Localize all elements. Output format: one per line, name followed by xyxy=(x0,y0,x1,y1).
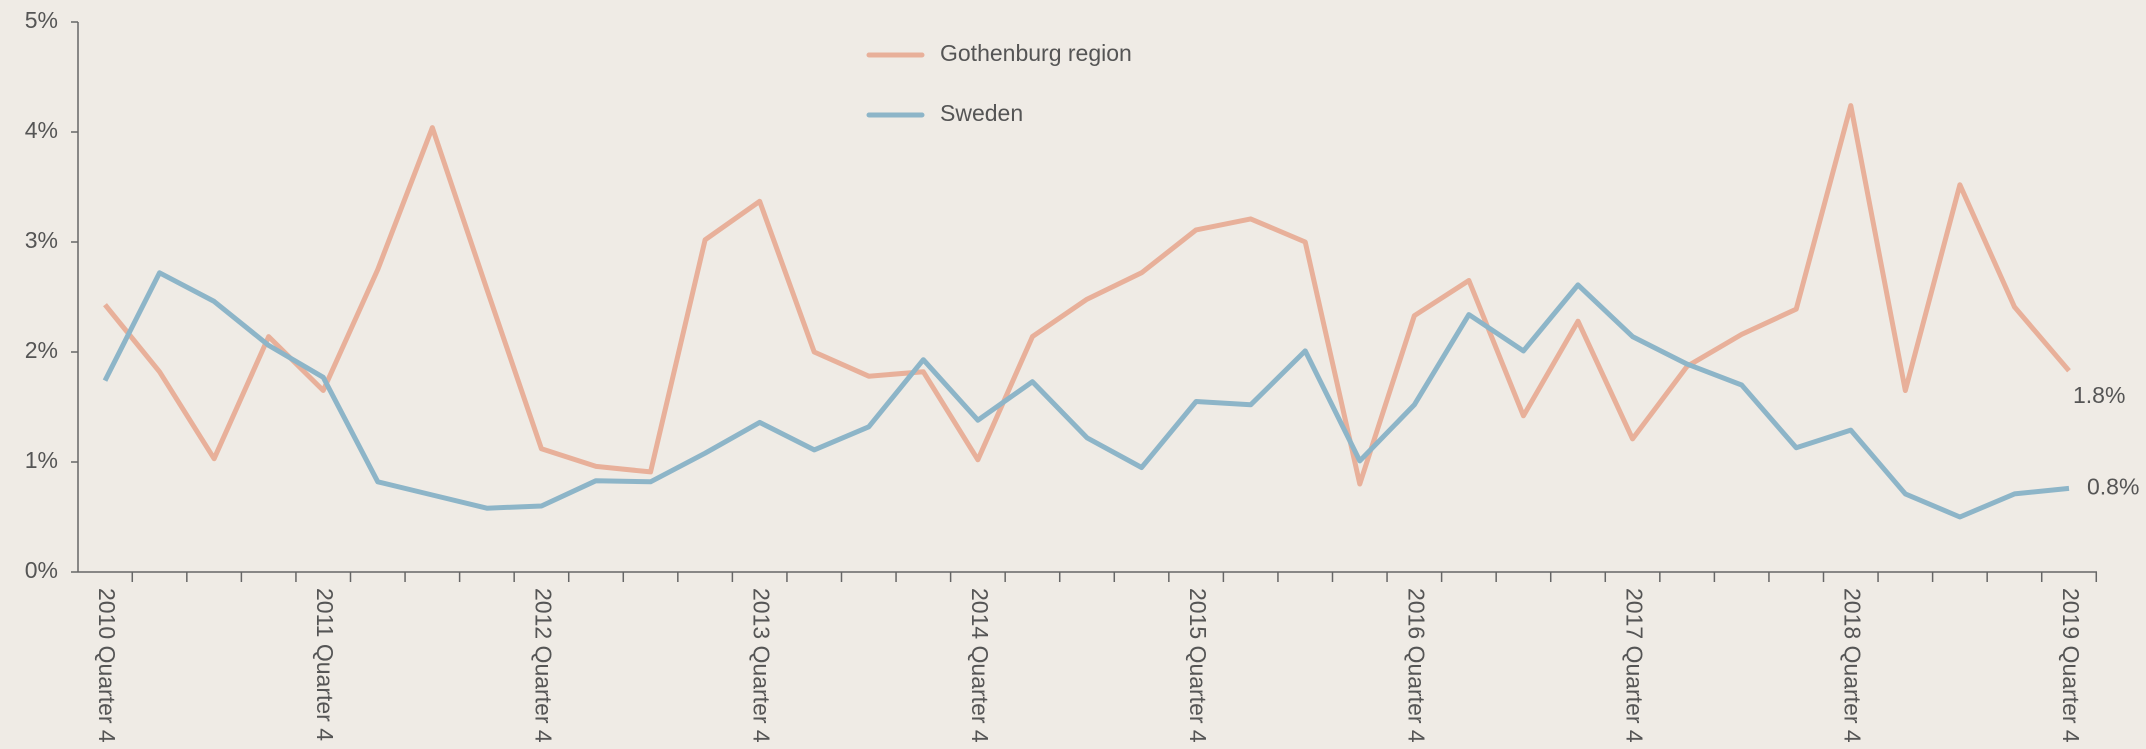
y-tick-label: 2% xyxy=(25,337,58,363)
y-tick-label: 4% xyxy=(25,117,58,143)
legend-label: Sweden xyxy=(940,100,1023,126)
x-tick-label: 2016 Quarter 4 xyxy=(1403,588,1429,743)
y-tick-label: 5% xyxy=(25,7,58,33)
x-tick-label: 2017 Quarter 4 xyxy=(1621,588,1647,743)
y-tick-label: 3% xyxy=(25,227,58,253)
legend-label: Gothenburg region xyxy=(940,40,1132,66)
x-tick-label: 2011 Quarter 4 xyxy=(312,588,338,741)
x-tick-label: 2012 Quarter 4 xyxy=(530,588,556,743)
x-tick-label: 2018 Quarter 4 xyxy=(1840,588,1866,743)
series-line xyxy=(102,270,2070,520)
x-tick-label: 2010 Quarter 4 xyxy=(94,588,120,743)
x-tick-label: 2014 Quarter 4 xyxy=(967,588,993,743)
series-line xyxy=(103,103,2071,487)
y-tick-label: 1% xyxy=(25,447,58,473)
data-label: 1.8% xyxy=(2073,382,2125,408)
data-label: 0.8% xyxy=(2087,473,2139,499)
x-tick-label: 2013 Quarter 4 xyxy=(749,588,775,743)
x-tick-label: 2015 Quarter 4 xyxy=(1185,588,1211,743)
y-tick-label: 0% xyxy=(25,557,58,583)
x-tick-label: 2019 Quarter 4 xyxy=(2058,588,2084,743)
